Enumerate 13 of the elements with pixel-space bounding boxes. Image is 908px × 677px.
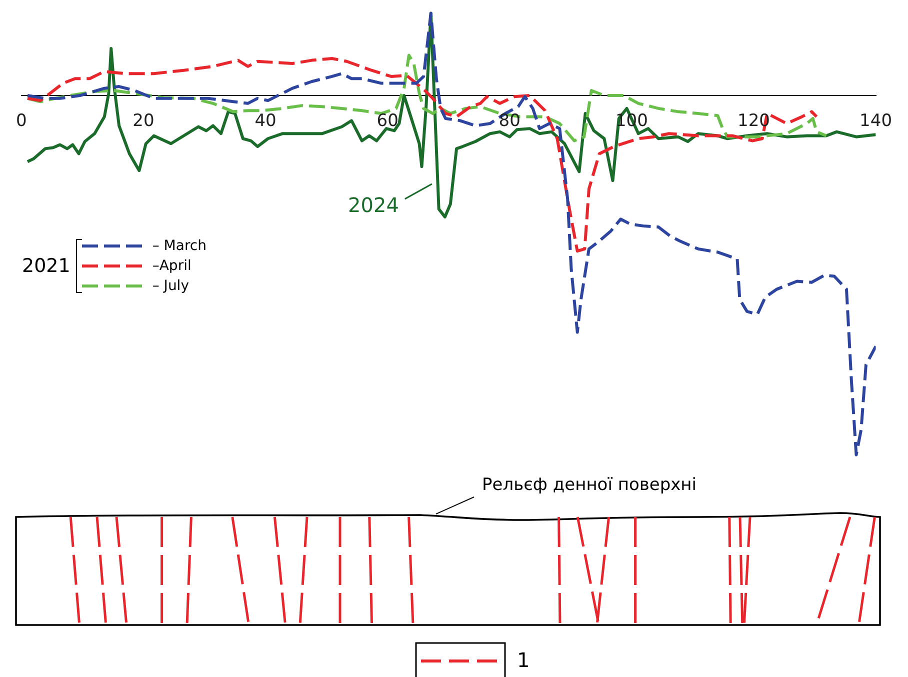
x-tick-label: 20: [132, 111, 154, 132]
text: 1: [517, 648, 530, 672]
x-tick-label: 0: [16, 111, 27, 132]
series-label: 2024: [348, 193, 399, 218]
x-tick-label: 80: [498, 111, 520, 132]
legend-title: 2021: [22, 255, 70, 277]
text: Рельєф денної поверхні: [482, 475, 697, 495]
legend-label: – March: [152, 238, 206, 254]
legend-label: – July: [152, 278, 189, 294]
x-tick-label: 60: [376, 111, 398, 132]
x-tick-label: 40: [254, 111, 276, 132]
legend-label: –April: [152, 258, 192, 274]
x-tick-label: 140: [860, 111, 892, 132]
